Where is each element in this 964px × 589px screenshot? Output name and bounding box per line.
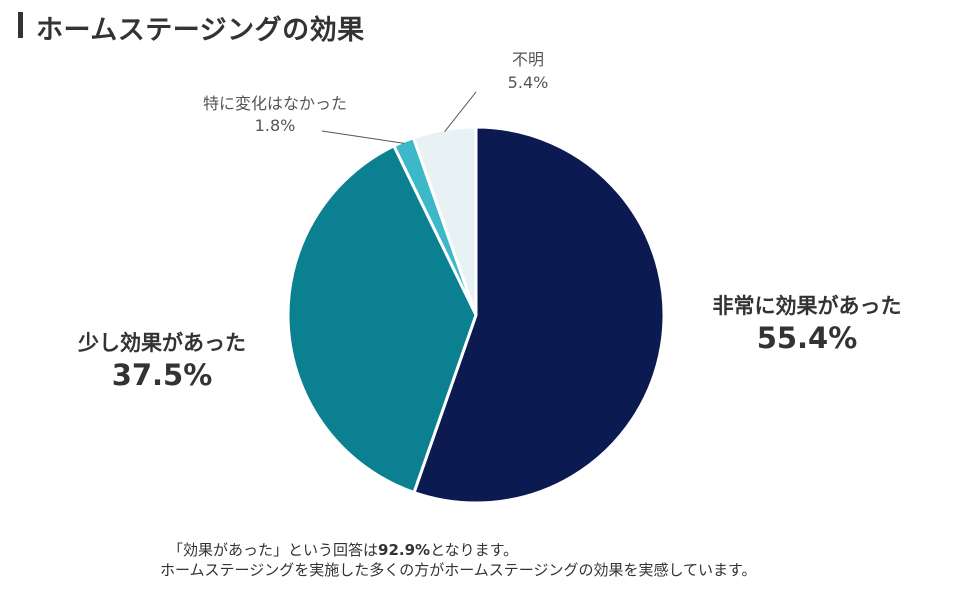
pie-slice-4 (411, 125, 478, 317)
pie-slices (286, 125, 666, 505)
pie-labels: 非常に効果があった 55.4% 少し効果があった 37.5% 特に変化はなかった 1.8%… (77, 50, 902, 392)
slice-label-2: 少し効果があった (77, 331, 246, 355)
leader-line-4 (444, 91, 477, 132)
pie-slice-2 (286, 144, 478, 494)
title-accent-bar (18, 12, 23, 38)
footnote-line-2: ホームステージングを実施した多くの方がホームステージングの効果を実感しています。 (160, 561, 757, 579)
leader-line-3 (321, 130, 405, 144)
slice-label-4: 不明 (512, 50, 544, 69)
slice-value-2: 37.5% (112, 358, 213, 392)
slice-label-3: 特に変化はなかった (203, 94, 347, 113)
slice-label-1: 非常に効果があった (713, 294, 902, 318)
slice-value-1: 55.4% (757, 321, 858, 355)
footnote-line-1: 「効果があった」という回答は92.9%となります。 (160, 540, 860, 560)
page-title: ホームステージングの効果 (36, 15, 365, 46)
slice-value-4: 5.4% (508, 73, 549, 92)
slice-value-3: 1.8% (255, 116, 296, 135)
footnote-total-value: 92.9% (378, 541, 431, 559)
footnote-line-1-suffix: となります。 (430, 541, 519, 559)
footnote: 「効果があった」という回答は92.9%となります。 ホームステージングを実施した… (160, 540, 860, 580)
footnote-line-1-prefix: 「効果があった」という回答は (168, 541, 379, 559)
